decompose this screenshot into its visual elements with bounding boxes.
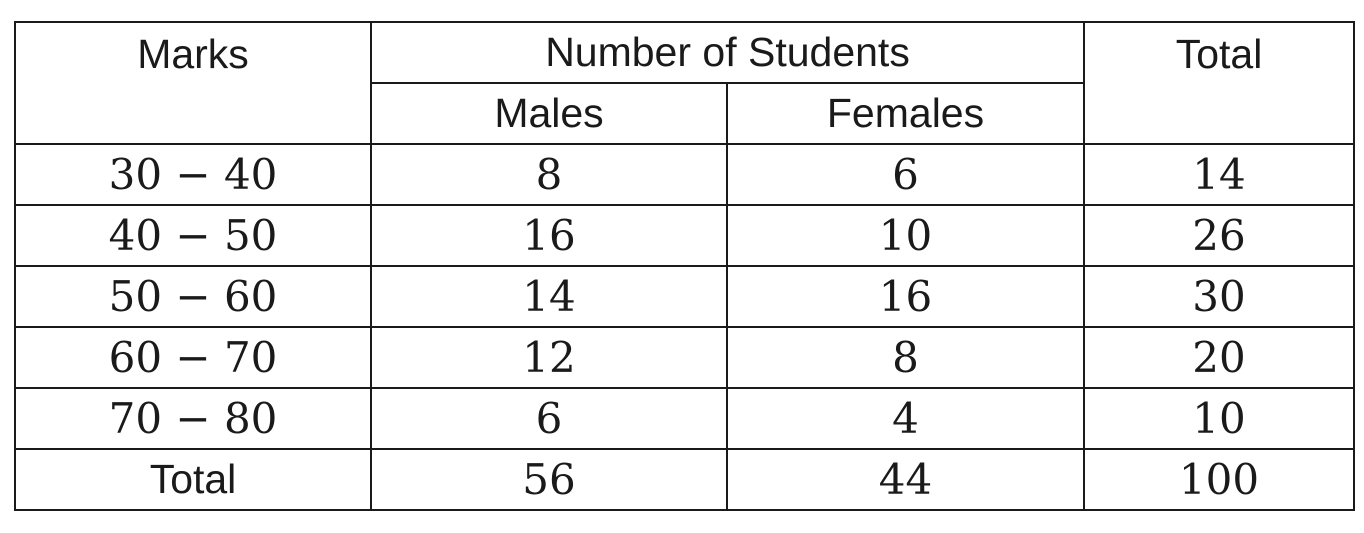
cell-total: 30 <box>1083 265 1356 328</box>
cell-females: 8 <box>725 326 1086 389</box>
grand-total: 100 <box>1083 448 1356 511</box>
cell-marks: 50 − 60 <box>14 265 372 328</box>
cell-marks: 30 − 40 <box>14 143 372 206</box>
total-females: 44 <box>725 448 1086 511</box>
table-row: 50 − 60 14 16 30 <box>14 265 1356 328</box>
cell-total: 10 <box>1083 387 1356 450</box>
total-males: 56 <box>370 448 728 511</box>
cell-males: 16 <box>370 204 728 267</box>
cell-total: 14 <box>1083 143 1356 206</box>
header-number-of-students: Number of Students <box>369 21 1086 84</box>
cell-females: 10 <box>725 204 1086 267</box>
cell-males: 8 <box>370 143 728 206</box>
total-label: Total <box>14 448 372 511</box>
total-row: Total 56 44 100 <box>14 448 1356 511</box>
cell-females: 16 <box>725 265 1086 328</box>
cell-males: 12 <box>370 326 728 389</box>
cell-females: 4 <box>725 387 1086 450</box>
cell-males: 14 <box>370 265 728 328</box>
marks-distribution-table: Marks Number of Students Total Males Fem… <box>14 21 1356 511</box>
cell-males: 6 <box>370 387 728 450</box>
header-row-1: Marks Number of Students Total <box>14 21 1356 145</box>
cell-females: 6 <box>725 143 1086 206</box>
cell-total: 20 <box>1083 326 1356 389</box>
cell-marks: 40 − 50 <box>14 204 372 267</box>
cell-marks: 70 − 80 <box>14 387 372 450</box>
table-row: 60 − 70 12 8 20 <box>14 326 1356 389</box>
header-marks: Marks <box>14 21 372 145</box>
header-females: Females <box>725 82 1086 145</box>
cell-marks: 60 − 70 <box>14 326 372 389</box>
table-row: 70 − 80 6 4 10 <box>14 387 1356 450</box>
table-row: 30 − 40 8 6 14 <box>14 143 1356 206</box>
header-males: Males <box>370 82 728 145</box>
table-row: 40 − 50 16 10 26 <box>14 204 1356 267</box>
header-row-2: Males Females <box>15 82 1354 145</box>
cell-total: 26 <box>1083 204 1356 267</box>
header-total: Total <box>1083 21 1356 145</box>
